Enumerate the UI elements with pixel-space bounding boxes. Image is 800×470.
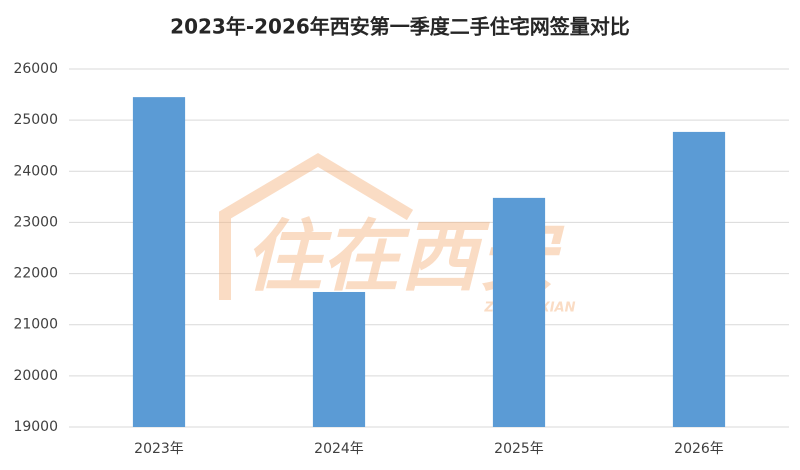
- watermark-house: [219, 153, 414, 300]
- x-tick-label: 2024年: [314, 441, 364, 457]
- y-tick-label: 23000: [13, 214, 58, 230]
- bar: [132, 97, 186, 427]
- y-tick-label: 22000: [13, 266, 58, 282]
- y-tick-label: 24000: [13, 163, 58, 179]
- y-tick-label: 21000: [13, 317, 58, 333]
- y-tick-label: 20000: [13, 368, 58, 384]
- x-tick-label: 2026年: [674, 441, 724, 457]
- bar: [672, 131, 726, 428]
- y-tick-label: 25000: [13, 112, 58, 128]
- y-tick-label: 26000: [13, 61, 58, 77]
- y-tick-label: 19000: [13, 419, 58, 435]
- bar: [312, 291, 366, 427]
- bar: [492, 197, 546, 427]
- chart-title: 2023年-2026年西安第一季度二手住宅网签量对比: [170, 15, 630, 39]
- x-tick-label: 2023年: [134, 441, 184, 457]
- x-tick-label: 2025年: [494, 441, 544, 457]
